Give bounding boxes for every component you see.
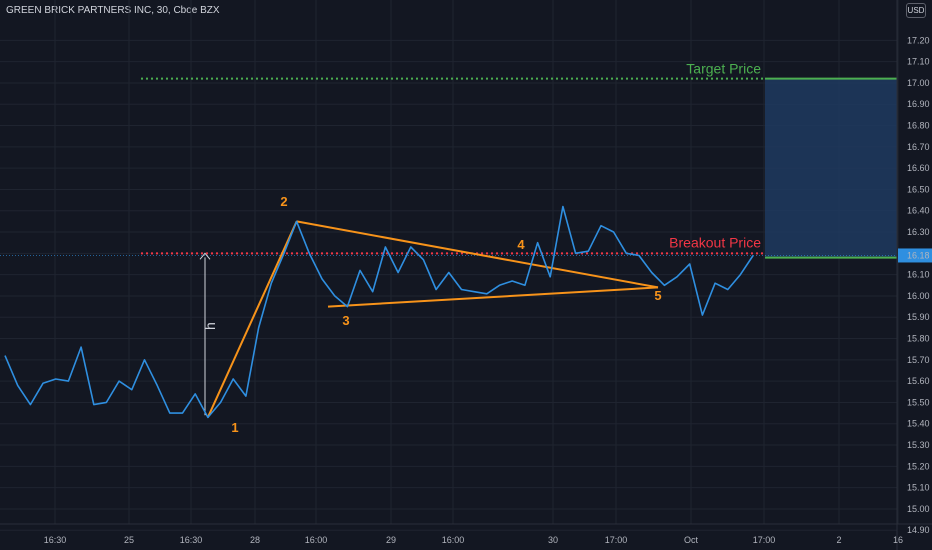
grid xyxy=(0,0,899,531)
wave-label-4: 4 xyxy=(517,237,525,252)
price-tick-label: 16.90 xyxy=(907,99,930,109)
price-tick-label: 16.80 xyxy=(907,121,930,131)
pattern-labels: h 1 2 3 4 5 Breakout Price Target Price xyxy=(202,61,761,435)
price-tick-label: 15.00 xyxy=(907,504,930,514)
price-tick-label: 15.20 xyxy=(907,461,930,471)
time-tick-label: 17:00 xyxy=(605,535,628,545)
time-tick-label: 29 xyxy=(386,535,396,545)
price-tick-label: 15.50 xyxy=(907,397,930,407)
last-price-badge xyxy=(898,248,932,263)
price-tick-label: 15.90 xyxy=(907,312,930,322)
height-arrow-head xyxy=(199,252,211,260)
price-levels xyxy=(0,77,897,256)
target-zone xyxy=(765,77,897,259)
price-tick-label: 16.30 xyxy=(907,227,930,237)
height-label: h xyxy=(202,322,218,330)
target-zone-rect xyxy=(765,78,897,258)
time-tick-label: 16 xyxy=(893,535,903,545)
price-tick-label: 16.40 xyxy=(907,206,930,216)
time-tick-label: 28 xyxy=(250,535,260,545)
time-tick-label: 17:00 xyxy=(753,535,776,545)
price-tick-label: 17.00 xyxy=(907,78,930,88)
wave-1-2-line xyxy=(206,220,298,418)
price-tick-label: 17.20 xyxy=(907,35,930,45)
time-tick-label: Oct xyxy=(684,535,699,545)
price-tick-label: 15.40 xyxy=(907,419,930,429)
breakout-label: Breakout Price xyxy=(669,234,761,250)
time-tick-label: 16:30 xyxy=(44,535,67,545)
price-tick-label: 15.80 xyxy=(907,334,930,344)
price-tick-label: 15.60 xyxy=(907,376,930,386)
time-tick-label: 25 xyxy=(124,535,134,545)
price-tick-label: 15.30 xyxy=(907,440,930,450)
price-tick-label: 15.70 xyxy=(907,355,930,365)
price-series xyxy=(4,205,754,419)
time-tick-label: 30 xyxy=(548,535,558,545)
price-tick-label: 14.90 xyxy=(907,525,930,535)
price-tick-label: 16.70 xyxy=(907,142,930,152)
time-tick-label: 16:00 xyxy=(305,535,328,545)
price-tick-label: 16.10 xyxy=(907,270,930,280)
target-label: Target Price xyxy=(686,61,761,77)
price-line xyxy=(4,205,754,419)
wave-label-3: 3 xyxy=(342,313,349,328)
chart-title: GREEN BRICK PARTNERS INC, 30, Cboe BZX xyxy=(6,5,220,16)
price-axis: 14.90 15.00 15.10 15.20 15.30 15.40 15.50 15.60… xyxy=(896,0,932,550)
price-tick-label: 16.00 xyxy=(907,291,930,301)
time-tick-label: 2 xyxy=(836,535,841,545)
currency-button[interactable]: USD xyxy=(906,3,926,18)
time-tick-label: 16:30 xyxy=(180,535,203,545)
price-tick-label: 15.10 xyxy=(907,483,930,493)
triangle-pattern xyxy=(199,220,659,418)
wave-label-1: 1 xyxy=(231,420,238,435)
time-axis: 16:30 25 16:30 28 16:00 29 16:00 30 17:00 Oct 17:0… xyxy=(0,523,932,545)
upper-trendline xyxy=(296,220,659,289)
time-tick-label: 16:00 xyxy=(442,535,465,545)
price-tick-label: 16.50 xyxy=(907,184,930,194)
price-tick-label: 17.10 xyxy=(907,57,930,67)
wave-label-2: 2 xyxy=(280,194,287,209)
wave-label-5: 5 xyxy=(654,288,661,303)
last-price-label: 16.18 xyxy=(907,250,930,260)
lower-trendline xyxy=(327,286,659,308)
price-tick-label: 16.60 xyxy=(907,163,930,173)
